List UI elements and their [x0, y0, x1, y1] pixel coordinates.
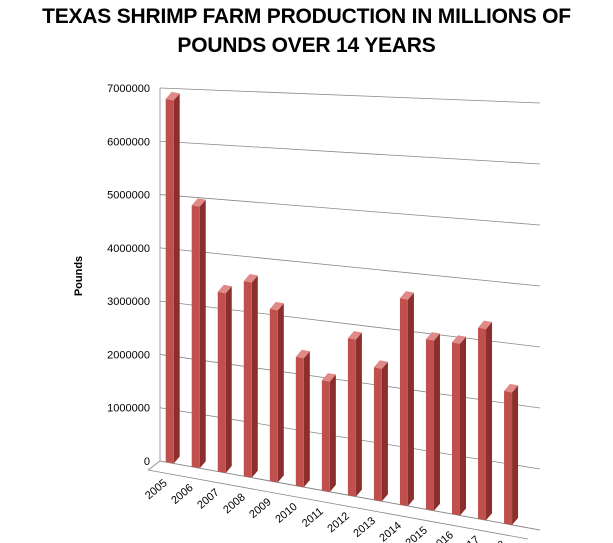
bar	[399, 291, 414, 507]
x-tick-label: 2011	[300, 505, 326, 529]
bar-front	[165, 98, 174, 464]
bar-front	[478, 327, 487, 521]
bar-side	[251, 275, 258, 478]
bar-side	[407, 292, 414, 507]
bar-side	[303, 351, 310, 488]
bars	[165, 91, 519, 525]
bar	[321, 373, 336, 492]
bar-top	[399, 291, 414, 300]
bar-side	[381, 361, 388, 502]
bar-front	[452, 342, 461, 516]
x-tick-label: 2017	[455, 534, 481, 543]
x-tick-label: 2007	[195, 487, 221, 512]
bar-front	[373, 367, 382, 502]
y-axis-label: Pounds	[73, 256, 85, 296]
chart-title: TEXAS SHRIMP FARM PRODUCTION IN MILLIONS…	[42, 5, 571, 57]
bar-front	[399, 298, 408, 507]
bar-top	[217, 284, 232, 294]
bar-front	[243, 281, 252, 478]
bar-top	[295, 349, 310, 359]
floor-front-edge	[147, 469, 529, 540]
bar-side	[199, 199, 206, 469]
bar	[478, 320, 493, 521]
y-tick-label: 3000000	[107, 296, 150, 308]
bar	[217, 284, 232, 473]
bar	[347, 331, 362, 497]
gridline	[159, 140, 541, 165]
bar-side	[329, 374, 336, 492]
bar-top	[243, 274, 258, 283]
bar-front	[295, 356, 304, 488]
x-tick-label: 2016	[429, 529, 455, 543]
bar-top	[452, 335, 467, 344]
y-tick-label: 2000000	[107, 349, 150, 361]
y-tick-label: 0	[144, 456, 150, 468]
bar	[504, 383, 519, 525]
bar-top	[347, 331, 362, 340]
bar-side	[277, 303, 284, 483]
bar-top	[425, 332, 440, 341]
y-tick-labels: 0 1000000 2000000 3000000 4000000 5000000 6000…	[107, 83, 150, 468]
bar-front	[504, 390, 513, 525]
x-tick-label: 2013	[351, 515, 377, 540]
bar	[425, 332, 440, 511]
bar	[452, 335, 467, 516]
bar-side	[173, 93, 180, 464]
bar-front	[191, 205, 200, 469]
bar	[165, 91, 180, 464]
y-tick-label: 6000000	[107, 136, 150, 148]
bar-front	[347, 338, 356, 497]
y-tick-label: 5000000	[107, 190, 150, 202]
bar-front	[217, 291, 226, 473]
x-tick-label: 2015	[403, 524, 429, 543]
bar	[295, 349, 310, 488]
x-tick-label: 2008	[221, 491, 247, 516]
bar-top	[165, 91, 180, 101]
gridline	[159, 247, 541, 287]
bar-top	[269, 301, 284, 311]
bar-top	[373, 360, 388, 369]
gridline	[159, 194, 541, 226]
bar	[373, 360, 388, 502]
bar-top	[478, 320, 493, 330]
bar-front	[269, 308, 278, 483]
x-tick-label: 2014	[377, 520, 403, 543]
floor-left-edge	[147, 460, 161, 471]
x-tick-label: 2010	[273, 501, 299, 526]
y-tick-label: 4000000	[107, 243, 150, 255]
bar-side	[486, 322, 493, 521]
bar-top	[321, 373, 336, 382]
bar-front	[425, 339, 434, 511]
bar	[269, 301, 284, 483]
x-tick-label: 2009	[247, 496, 273, 521]
bar-side	[433, 333, 440, 511]
x-tick-label: 2018	[482, 539, 508, 543]
bar-side	[225, 286, 232, 473]
bar-side	[512, 385, 519, 525]
bar	[191, 198, 206, 469]
bar-top	[191, 198, 206, 207]
bar-side	[355, 332, 362, 497]
gridline	[159, 87, 541, 104]
y-tick-label: 1000000	[107, 403, 150, 415]
bar-front	[321, 380, 330, 492]
x-tick-label: 2012	[325, 510, 351, 535]
bar-top	[504, 383, 519, 393]
x-tick-label: 2005	[143, 477, 169, 502]
y-tick-label: 7000000	[107, 83, 150, 95]
bar	[243, 274, 258, 478]
x-tick-label: 2006	[169, 482, 195, 507]
bar-side	[460, 336, 467, 516]
